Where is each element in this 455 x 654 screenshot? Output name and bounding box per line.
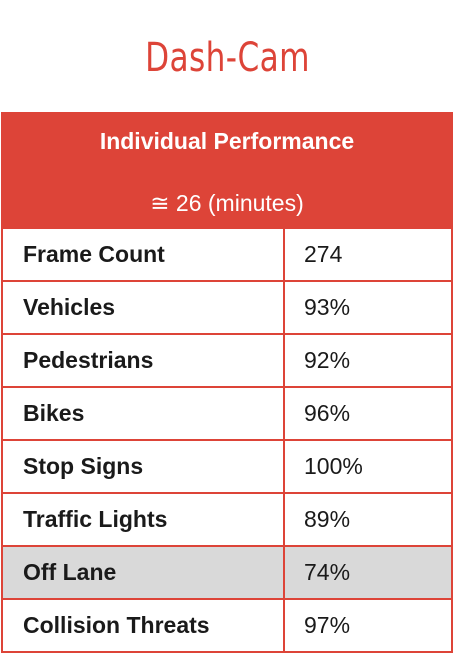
table-row: Bikes 96% (3, 386, 451, 439)
row-label: Vehicles (3, 282, 285, 333)
row-label: Bikes (3, 388, 285, 439)
table-row: Pedestrians 92% (3, 333, 451, 386)
table-row: Collision Threats 97% (3, 598, 451, 651)
row-label: Pedestrians (3, 335, 285, 386)
row-value: 274 (304, 241, 343, 267)
row-label: Stop Signs (3, 441, 285, 492)
table-row: Vehicles 93% (3, 280, 451, 333)
row-value: 96% (304, 400, 351, 426)
row-value: 93% (304, 294, 351, 320)
row-value: 100% (304, 453, 363, 479)
row-value: 97% (304, 612, 351, 638)
table-row: Stop Signs 100% (3, 439, 451, 492)
row-label: Frame Count (3, 229, 285, 280)
table-row: Traffic Lights 89% (3, 492, 451, 545)
page-title: Dash-Cam (145, 35, 310, 81)
row-label: Collision Threats (3, 600, 285, 651)
table-header-title: Individual Performance (99, 128, 355, 154)
table-header: Individual Performance ≅ 26 (minutes) (3, 114, 451, 229)
table-row-highlighted: Off Lane 74% (3, 545, 451, 598)
performance-table: Individual Performance ≅ 26 (minutes) Fr… (1, 112, 453, 653)
row-value: 74% (304, 559, 351, 585)
table-header-subtitle: ≅ 26 (minutes) (150, 190, 304, 216)
row-label: Traffic Lights (3, 494, 285, 545)
table-row: Frame Count 274 (3, 229, 451, 280)
row-value: 89% (304, 506, 351, 532)
row-value: 92% (304, 347, 351, 373)
row-label: Off Lane (3, 547, 285, 598)
